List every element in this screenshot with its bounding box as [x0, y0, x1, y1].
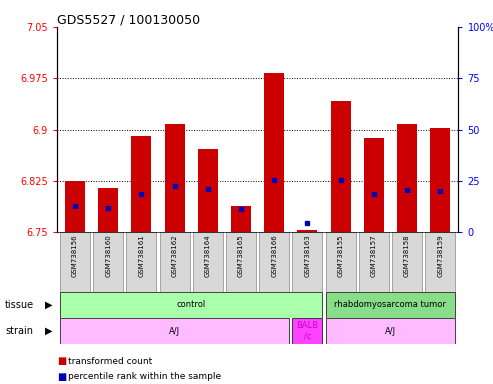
Text: percentile rank within the sample: percentile rank within the sample	[68, 372, 221, 381]
FancyBboxPatch shape	[60, 232, 90, 292]
Bar	[165, 124, 184, 232]
Text: BALB
/c: BALB /c	[296, 321, 318, 341]
Text: ■: ■	[57, 356, 66, 366]
Text: control: control	[176, 300, 206, 310]
FancyBboxPatch shape	[326, 292, 455, 318]
FancyBboxPatch shape	[359, 232, 389, 292]
Text: GSM738157: GSM738157	[371, 234, 377, 277]
Bar	[364, 138, 384, 232]
FancyBboxPatch shape	[93, 232, 123, 292]
FancyBboxPatch shape	[392, 232, 422, 292]
FancyBboxPatch shape	[160, 232, 189, 292]
Bar	[264, 73, 284, 232]
FancyBboxPatch shape	[193, 232, 223, 292]
Text: rhabdomyosarcoma tumor: rhabdomyosarcoma tumor	[334, 300, 446, 310]
Text: GSM738162: GSM738162	[172, 234, 177, 277]
Bar	[198, 149, 218, 232]
Text: GSM738165: GSM738165	[238, 234, 244, 277]
Bar	[297, 230, 317, 232]
Text: GSM738160: GSM738160	[105, 234, 111, 277]
Text: GSM738163: GSM738163	[304, 234, 311, 277]
Text: ■: ■	[57, 372, 66, 382]
FancyBboxPatch shape	[60, 292, 322, 318]
Bar	[397, 124, 417, 232]
Text: tissue: tissue	[5, 300, 34, 310]
Bar	[331, 101, 351, 232]
Text: GSM738158: GSM738158	[404, 234, 410, 277]
FancyBboxPatch shape	[326, 318, 455, 344]
FancyBboxPatch shape	[292, 318, 322, 344]
FancyBboxPatch shape	[425, 232, 455, 292]
Text: GSM738159: GSM738159	[437, 234, 443, 277]
FancyBboxPatch shape	[126, 232, 156, 292]
Text: GSM738155: GSM738155	[338, 234, 344, 276]
FancyBboxPatch shape	[60, 318, 289, 344]
FancyBboxPatch shape	[292, 232, 322, 292]
Text: GSM738166: GSM738166	[271, 234, 277, 277]
Text: transformed count: transformed count	[68, 357, 152, 366]
FancyBboxPatch shape	[326, 232, 355, 292]
Bar	[430, 128, 450, 232]
Bar	[98, 188, 118, 232]
Text: strain: strain	[5, 326, 33, 336]
Bar	[65, 181, 85, 232]
Text: ▶: ▶	[44, 326, 52, 336]
Bar	[231, 206, 251, 232]
Text: A/J: A/J	[385, 326, 396, 336]
Text: GSM738156: GSM738156	[72, 234, 78, 277]
Text: GSM738161: GSM738161	[139, 234, 144, 277]
FancyBboxPatch shape	[259, 232, 289, 292]
Text: GSM738164: GSM738164	[205, 234, 211, 277]
FancyBboxPatch shape	[226, 232, 256, 292]
Bar	[132, 136, 151, 232]
Text: A/J: A/J	[169, 326, 180, 336]
Text: GDS5527 / 100130050: GDS5527 / 100130050	[57, 13, 200, 26]
Text: ▶: ▶	[44, 300, 52, 310]
